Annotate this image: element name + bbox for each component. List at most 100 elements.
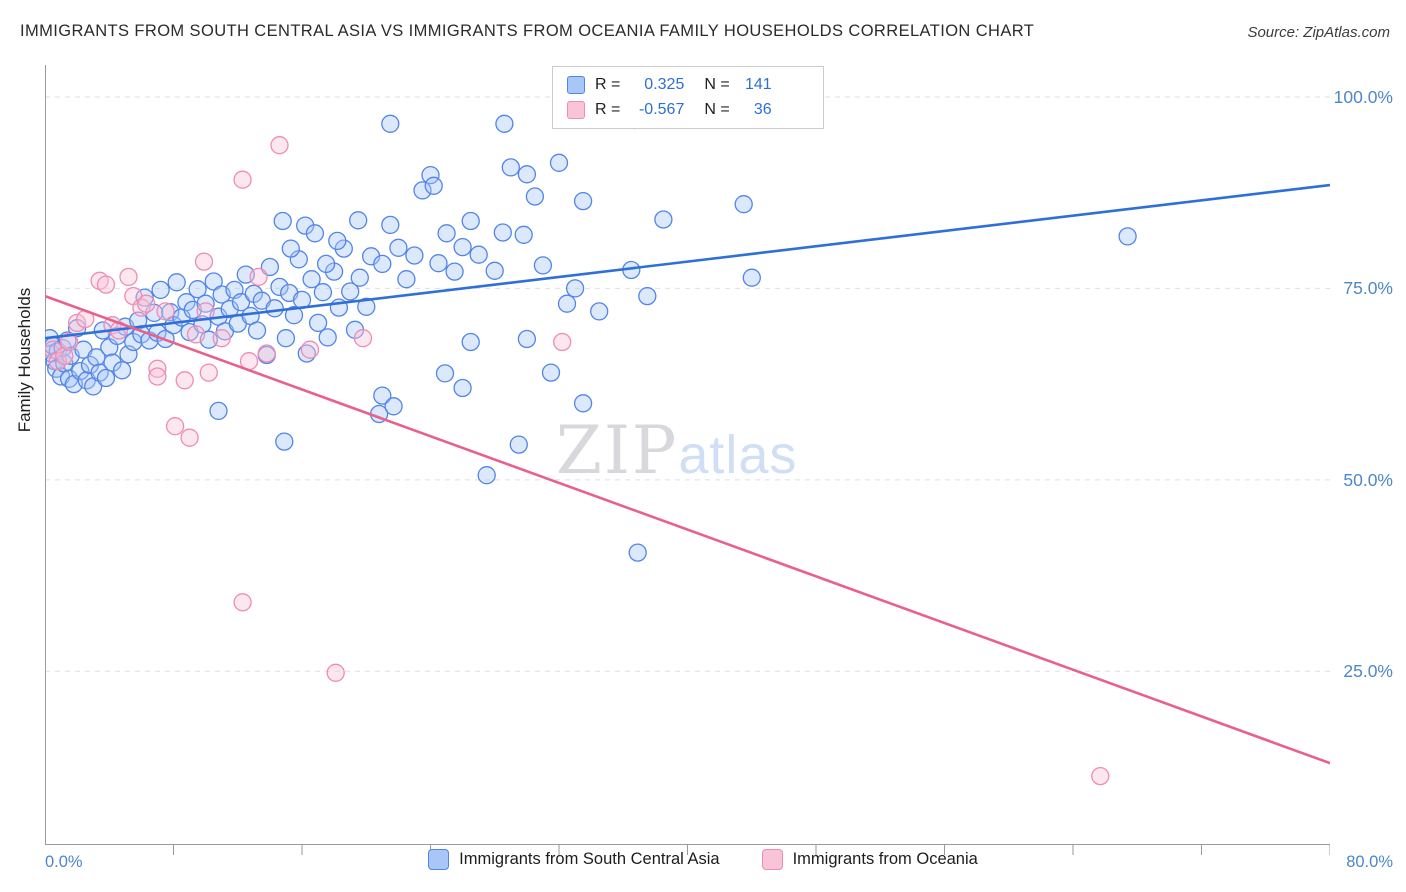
scatter-point-south-central-asia [296,216,315,235]
scatter-point-south-central-asia [341,282,360,301]
scatter-point-south-central-asia [167,273,186,292]
scatter-point-south-central-asia [654,210,673,229]
scatter-point-oceania [270,136,289,155]
scatter-point-oceania [553,332,572,352]
page-title: IMMIGRANTS FROM SOUTH CENTRAL ASIA VS IM… [20,22,1035,40]
watermark: ZIP atlas [556,412,797,489]
scatter-point-oceania [156,302,175,321]
scatter-point-south-central-asia [87,348,106,367]
scatter-point-oceania [59,332,79,352]
scatter-point-oceania [199,363,218,382]
scatter-point-oceania [45,340,63,359]
scatter-plot-canvas [45,65,1330,855]
scatter-point-south-central-asia [204,272,223,291]
scatter-point-south-central-asia [435,364,455,383]
scatter-point-south-central-asia [541,363,561,382]
scatter-point-south-central-asia [96,368,116,388]
scatter-point-south-central-asia [397,270,416,289]
scatter-point-south-central-asia [557,294,577,313]
scatter-point-south-central-asia [247,321,267,340]
scatter-point-south-central-asia [628,543,647,562]
blue-series-swatch [567,76,585,94]
scatter-point-south-central-asia [495,114,514,133]
legend-row-oceania: R = -0.567 N = 36 [567,101,809,119]
n-value-pink: 36 [753,101,772,118]
scatter-point-oceania [353,329,373,348]
n-label: N = [704,101,730,118]
scatter-point-south-central-asia [328,231,347,251]
scatter-point-south-central-asia [389,238,408,257]
n-label: N = [704,76,730,93]
scatter-point-south-central-asia [514,225,533,244]
scatter-point-oceania [300,340,320,359]
scatter-point-south-central-asia [220,299,239,319]
scatter-point-oceania [55,346,74,365]
scatter-point-south-central-asia [477,466,496,485]
scatter-point-oceania [194,252,214,271]
scatter-point-south-central-asia [349,211,368,230]
scatter-point-south-central-asia [445,262,464,281]
scatter-point-south-central-asia [590,302,609,321]
scatter-point-south-central-asia [305,224,325,243]
scatter-point-south-central-asia [308,313,328,333]
scatter-point-oceania [186,325,206,344]
scatter-point-south-central-asia [384,397,403,416]
scatter-point-south-central-asia [565,279,585,298]
x-axis-min-label: 0.0% [45,853,83,871]
pink-series-swatch [567,101,585,119]
scatter-point-south-central-asia [429,254,448,273]
r-value-pink: -0.567 [638,101,685,118]
scatter-point-south-central-asia [350,268,369,287]
scatter-point-south-central-asia [381,215,400,235]
scatter-point-south-central-asia [437,224,456,243]
scatter-point-oceania [165,417,185,436]
scatter-point-south-central-asia [209,401,228,421]
scatter-point-south-central-asia [421,165,440,185]
scatter-point-south-central-asia [509,435,528,454]
scatter-point-south-central-asia [273,211,292,231]
scatter-point-south-central-asia [734,195,753,214]
watermark-zip: ZIP [556,412,679,489]
scatter-point-south-central-asia [638,286,657,306]
scatter-point-oceania [212,329,231,348]
scatter-point-oceania [257,344,276,363]
scatter-point-south-central-asia [573,191,593,211]
scatter-point-south-central-asia [313,283,333,302]
scatter-point-south-central-asia [270,277,289,297]
scatter-point-south-central-asia [281,239,300,258]
scatter-point-south-central-asia [517,165,537,184]
scatter-point-south-central-asia [302,270,321,289]
scatter-point-oceania [119,267,138,287]
trend-line-oceania [45,294,1330,765]
scatter-point-south-central-asia [461,332,480,352]
scatter-point-south-central-asia [373,386,392,405]
scatter-point-south-central-asia [573,394,593,413]
r-label: R = [595,76,621,93]
scatter-point-south-central-asia [71,361,90,381]
scatter-point-oceania [326,663,345,682]
scatter-point-oceania [148,367,167,386]
legend-item-south-central-asia: Immigrants from South Central Asia [428,849,720,870]
source-attribution: Source: ZipAtlas.com [1247,24,1390,41]
scatter-point-south-central-asia [316,254,336,274]
r-label: R = [595,101,621,118]
y-tick-label-50: 50.0% [1343,470,1393,490]
scatter-point-south-central-asia [413,181,432,200]
scatter-point-oceania [96,275,116,294]
scatter-point-oceania [175,371,194,390]
scatter-point-south-central-asia [276,329,296,348]
scatter-point-south-central-asia [493,223,512,242]
scatter-point-south-central-asia [112,361,132,380]
legend-label-oceania: Immigrants from Oceania [792,850,978,868]
scatter-point-south-central-asia [501,158,520,177]
scatter-point-south-central-asia [103,353,122,372]
scatter-point-oceania [1091,766,1110,786]
blue-series-swatch [428,849,450,870]
scatter-point-south-central-asia [196,294,215,313]
trend-line-south-central-asia [45,183,1330,340]
scatter-point-south-central-asia [1118,227,1137,246]
y-axis-label: Family Households [15,287,34,433]
legend-item-oceania: Immigrants from Oceania [761,849,978,870]
scatter-point-south-central-asia [517,329,537,349]
